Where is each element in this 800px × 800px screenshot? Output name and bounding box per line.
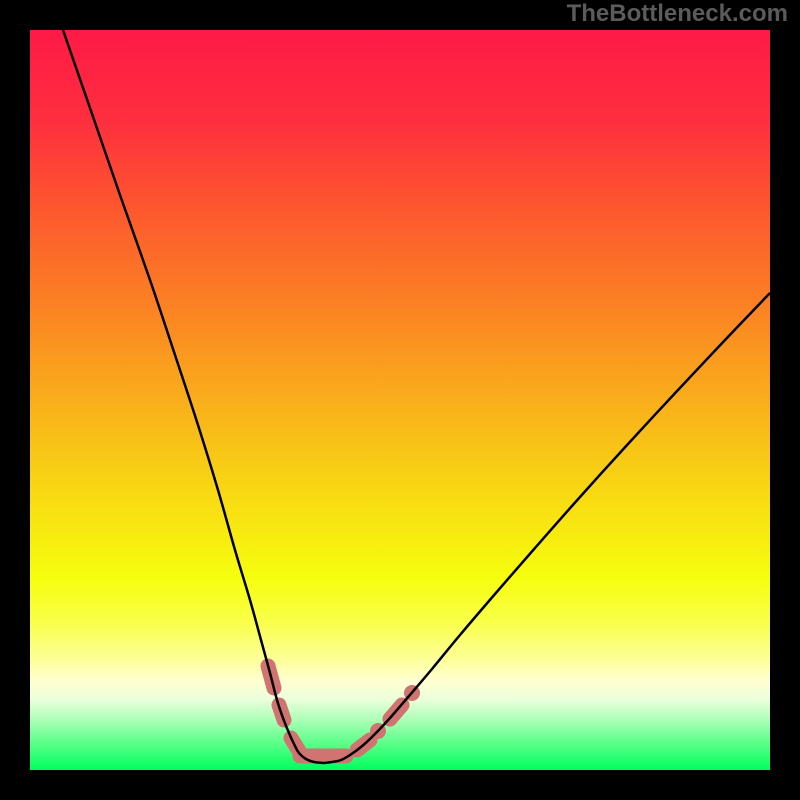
chart-svg [0,0,800,800]
gradient-background [30,30,770,770]
watermark-text: TheBottleneck.com [567,0,788,28]
